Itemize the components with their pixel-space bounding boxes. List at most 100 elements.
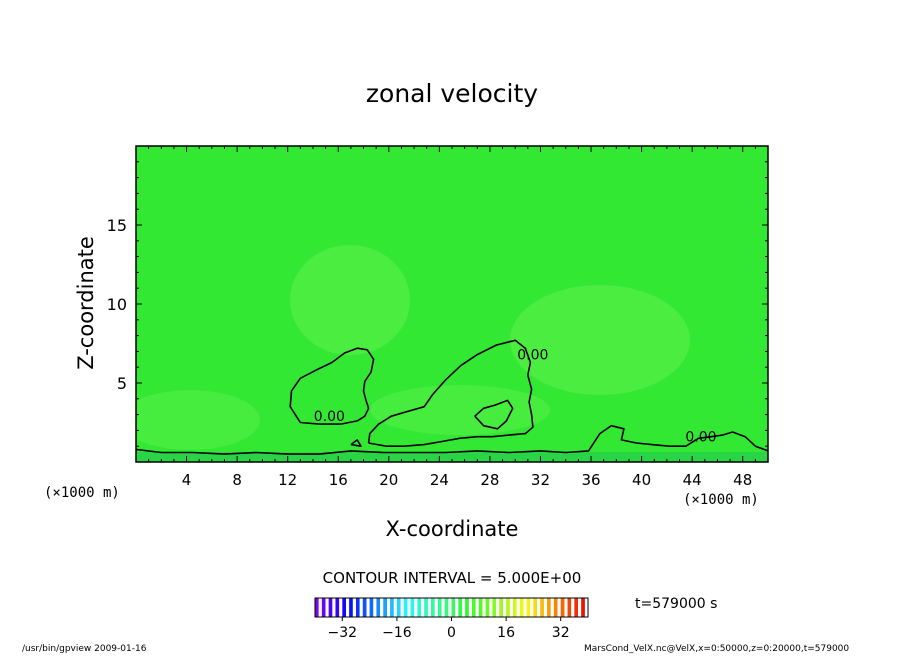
colorbar-tick-label: 0 — [447, 625, 456, 641]
colorbar-swatch — [362, 598, 367, 617]
colorbar-swatch — [315, 598, 319, 617]
colorbar-gap — [339, 598, 343, 617]
colorbar-swatch — [349, 598, 353, 617]
colorbar-swatch — [437, 598, 442, 617]
x-tick-label: 20 — [379, 471, 398, 489]
colorbar-swatch — [342, 598, 347, 617]
colorbar-swatch — [465, 598, 469, 617]
colorbar-gap — [496, 598, 500, 617]
colorbar-swatch — [553, 598, 558, 617]
colorbar-gap — [427, 598, 432, 617]
y-axis: 5 10 15 — [107, 161, 768, 447]
y-tick-label: 10 — [107, 295, 127, 314]
colorbar-swatch — [560, 598, 565, 617]
colorbar-gap — [400, 598, 404, 617]
colorbar-swatch — [403, 598, 408, 617]
x-tick-label: 40 — [632, 471, 651, 489]
zero-contour-line — [350, 439, 362, 448]
colorbar-swatch — [417, 598, 422, 617]
x-unit-label: (×1000 m) — [683, 492, 759, 508]
colorbar-swatch — [574, 598, 579, 617]
colorbar-swatch — [499, 598, 504, 617]
colorbar-swatch — [410, 598, 415, 617]
colorbar-swatch — [396, 598, 401, 617]
colorbar-swatch — [321, 598, 326, 617]
x-axis-title: X-coordinate — [386, 517, 519, 541]
y-unit-label: (×1000 m) — [44, 485, 120, 501]
colorbar-swatch — [519, 598, 524, 617]
velocity-blob — [136, 390, 260, 450]
colorbar-swatch — [390, 598, 394, 617]
colorbar-swatch — [431, 598, 435, 617]
colorbar-gap — [503, 598, 507, 617]
y-axis-title: Z-coordinate — [74, 236, 98, 370]
footer-source: MarsCond_VelX.nc@VelX,x=0:50000,z=0:2000… — [584, 644, 849, 654]
colorbar-gap — [448, 598, 452, 617]
colorbar-swatch — [458, 598, 463, 617]
colorbar-gap — [537, 598, 541, 617]
colorbar-swatch — [547, 598, 551, 617]
colorbar-swatch — [376, 598, 381, 617]
x-tick-label: 12 — [278, 471, 297, 489]
colorbar-gap — [557, 598, 561, 617]
colorbar-gap — [578, 598, 582, 617]
colorbar-swatch — [383, 598, 388, 617]
x-tick-label: 4 — [182, 471, 192, 489]
x-tick-label: 48 — [733, 471, 752, 489]
colorbar-gap — [482, 598, 486, 617]
colorbar-gap — [571, 598, 575, 617]
colorbar-gap — [455, 598, 459, 617]
colorbar-swatch — [567, 598, 572, 617]
colorbar-swatch — [444, 598, 449, 617]
velocity-blob — [290, 245, 410, 355]
colorbar-gap — [407, 598, 411, 617]
colorbar-swatch — [335, 598, 340, 617]
x-tick-label: 28 — [480, 471, 499, 489]
colorbar-gap — [387, 598, 391, 617]
x-tick-label: 32 — [531, 471, 550, 489]
colorbar-swatch — [492, 598, 497, 617]
velocity-blob — [370, 385, 550, 435]
colorbar-tick-label: −32 — [328, 625, 358, 641]
x-tick-label: 16 — [329, 471, 348, 489]
colorbar-gap — [489, 598, 493, 617]
colorbar-gap — [393, 598, 397, 617]
x-tick-label: 44 — [683, 471, 702, 489]
colorbar-swatch — [533, 598, 538, 617]
colorbar-gap — [441, 598, 445, 617]
velocity-blob — [510, 285, 690, 395]
colorbar-gap — [550, 598, 554, 617]
time-label: t=579000 s — [635, 596, 717, 612]
colorbar-gap — [543, 598, 548, 617]
colorbar-swatch — [478, 598, 483, 617]
colorbar-gap — [325, 598, 329, 617]
zero-contour-line — [474, 399, 514, 430]
y-tick-label: 5 — [117, 374, 127, 393]
colorbar-gap — [462, 598, 466, 617]
near-surface-band — [136, 452, 768, 462]
colorbar-gap — [318, 598, 322, 617]
contour-label: 0.00 — [517, 347, 548, 363]
colorbar-swatch — [526, 598, 531, 617]
colorbar-gap — [359, 598, 363, 617]
zero-contours — [136, 339, 768, 455]
x-axis: 4 8 12 16 20 24 28 32 36 40 44 48 — [148, 146, 756, 489]
colorbar-gap — [516, 598, 520, 617]
zero-contour-line — [367, 339, 534, 448]
colorbar — [315, 598, 588, 617]
colorbar-swatch — [451, 598, 456, 617]
colorbar-swatch — [471, 598, 476, 617]
colorbar-gap — [346, 598, 350, 617]
contour-labels: 0.00 0.00 0.00 — [314, 347, 717, 445]
colorbar-swatch — [369, 598, 374, 617]
colorbar-gap — [509, 598, 513, 617]
zero-contour-line — [289, 347, 375, 425]
colorbar-ticks: −32 −16 0 16 32 — [328, 617, 570, 641]
colorbar-tick-label: 32 — [552, 625, 570, 641]
colorbar-tick-label: 16 — [497, 625, 515, 641]
colorbar-swatch — [506, 598, 510, 617]
colorbar-gap — [475, 598, 479, 617]
colorbar-swatch — [540, 598, 544, 617]
colorbar-swatch — [328, 598, 333, 617]
